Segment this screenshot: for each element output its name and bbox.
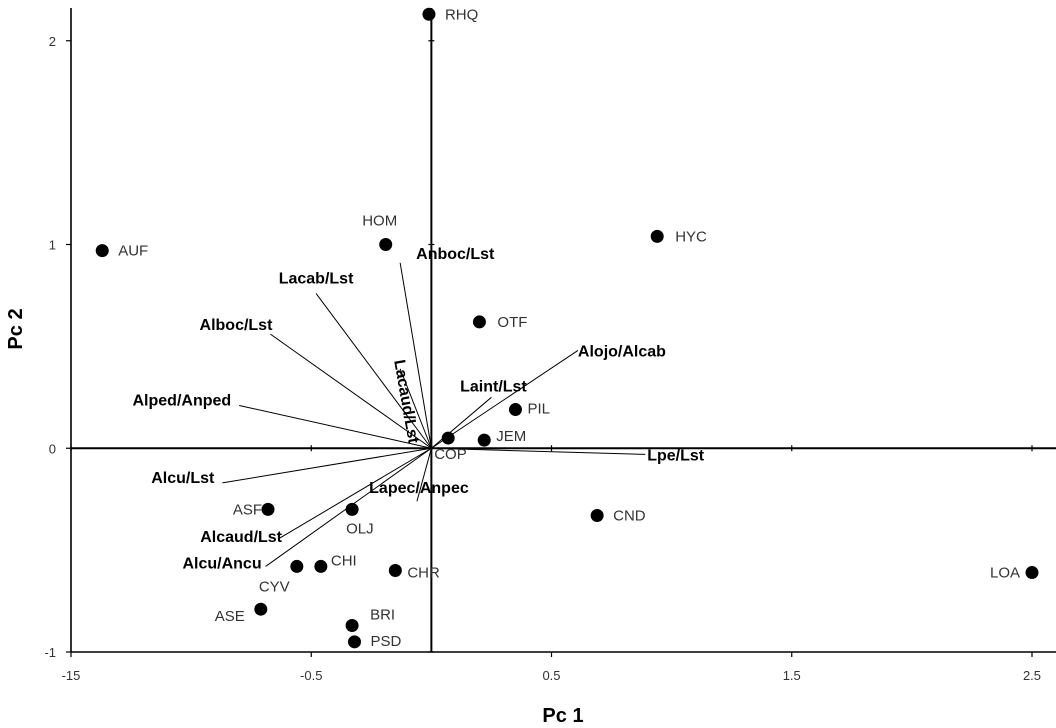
point-marker-ase [254,602,268,616]
point-marker-pil [508,403,522,417]
vector-line-lacaud-lst [399,368,432,449]
vector-label-lacab-lst: Lacab/Lst [279,270,354,287]
vector-label-alojo-alcab: Alojo/Alcab [578,343,666,360]
point-marker-otf [472,315,486,329]
point-marker-chi [314,559,328,573]
point-marker-bri [345,619,359,633]
point-marker-hom [379,238,393,251]
chart-labels: -15 -0.5 0.5 1.5 2.5-1012Lacab/LstLacaud/Lst… [44,6,1041,683]
y-tick-label: 0 [49,441,56,456]
vector-label-alcu-lst: Alcu/Lst [151,470,215,487]
point-label-rhq: RHQ [445,6,478,23]
point-label-cyv: CYV [259,578,290,595]
vector-label-laint-lst: Laint/Lst [460,378,527,395]
y-axis-title: Pc 2 [5,308,27,349]
y-tick-label: 1 [49,238,56,253]
point-marker-asf [261,502,275,516]
point-marker-psd [347,635,361,649]
point-label-chi: CHI [331,552,357,569]
score-points [95,7,1039,649]
point-marker-chr [388,564,402,577]
point-marker-hyc [650,229,664,243]
point-label-ase: ASE [215,608,245,625]
vector-label-alboc-lst: Alboc/Lst [200,317,274,334]
x-axis-title: Pc 1 [542,705,583,727]
y-tick-label: -1 [44,645,56,660]
tick-marks [66,40,1033,657]
point-label-hyc: HYC [675,228,707,245]
point-label-cnd: CND [613,507,646,524]
point-label-cop: COP [434,446,467,463]
vector-line-lacab-lst [315,293,432,449]
point-label-jem: JEM [496,428,526,445]
vector-line-alcaud-lst [279,447,432,539]
point-label-otf: OTF [497,314,527,331]
point-label-psd: PSD [370,633,401,650]
point-marker-loa [1025,566,1039,580]
vector-label-alped-anped: Alped/Anped [133,392,232,409]
x-tick-label: 0.5 [542,668,560,683]
point-label-auf: AUF [118,243,148,260]
vector-line-alboc-lst [270,333,432,449]
vector-label-lpe-lst: Lpe/Lst [647,447,705,464]
vector-line-alcu-lst [222,447,432,484]
vector-label-alcu-ancu: Alcu/Ancu [182,555,261,572]
vector-line-alped-anped [239,404,432,449]
point-label-hom: HOM [362,213,397,230]
x-tick-label: -15 [62,668,81,683]
point-label-asf: ASF [233,501,262,518]
point-label-loa: LOA [990,565,1020,582]
vector-line-alojo-alcab [431,350,579,449]
vector-label-lapec-anpec: Lapec/Anpec [369,480,469,497]
point-label-chr: CHR [407,565,440,582]
point-marker-cop [441,431,455,445]
zero-axes [71,8,1056,652]
vector-label-alcaud-lst: Alcaud/Lst [200,529,282,546]
point-marker-cnd [590,508,604,522]
vector-line-anboc-lst [399,262,432,449]
vector-label-anboc-lst: Anboc/Lst [416,246,495,263]
point-label-pil: PIL [527,401,550,418]
x-tick-label: -0.5 [300,668,322,683]
point-marker-jem [477,433,491,447]
y-tick-label: 2 [49,34,56,49]
x-tick-label: 2.5 [1023,668,1041,683]
vector-line-lapec-anpec [416,448,432,502]
point-marker-olj [345,502,359,516]
vector-line-lpe-lst [431,447,646,455]
point-marker-auf [95,244,109,258]
x-tick-label: 1.5 [783,668,801,683]
point-marker-cyv [290,559,304,573]
point-label-olj: OLJ [346,520,374,537]
plot-frame [70,8,1056,653]
point-marker-rhq [422,7,436,21]
vector-line-laint-lst [431,396,492,449]
point-label-bri: BRI [370,607,395,624]
